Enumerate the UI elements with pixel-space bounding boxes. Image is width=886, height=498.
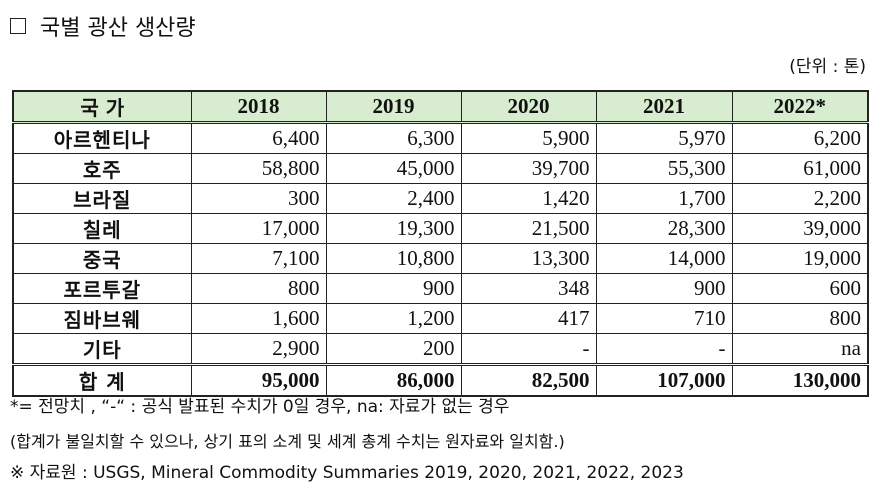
note-total-mismatch: (합계가 불일치할 수 있으나, 상기 표의 소계 및 세계 총계 수치는 원자… xyxy=(10,432,565,451)
value-cell: 21,500 xyxy=(460,213,597,244)
value-cell: 82,500 xyxy=(460,363,597,397)
value-cell: 348 xyxy=(460,273,597,304)
value-cell: 800 xyxy=(731,303,869,334)
value-cell: 55,300 xyxy=(595,153,733,184)
table-row: 아르헨티나 6,400 6,300 5,900 5,970 6,200 xyxy=(12,122,869,154)
value-cell: 13,300 xyxy=(460,243,597,274)
country-cell: 브라질 xyxy=(12,183,192,214)
checkbox-square-icon xyxy=(10,18,26,34)
value-cell: 39,700 xyxy=(460,153,597,184)
page-title: 국별 광산 생산량 xyxy=(40,16,196,41)
table-row: 중국 7,100 10,800 13,300 14,000 19,000 xyxy=(12,243,869,274)
value-cell: 107,000 xyxy=(595,363,733,397)
table-row: 칠레 17,000 19,300 21,500 28,300 39,000 xyxy=(12,213,869,244)
value-cell: 19,000 xyxy=(731,243,869,274)
value-cell: 1,420 xyxy=(460,183,597,214)
header-2020: 2020 xyxy=(460,90,597,124)
value-cell: 130,000 xyxy=(731,363,869,397)
table-row: 호주 58,800 45,000 39,700 55,300 61,000 xyxy=(12,153,869,184)
value-cell: 2,900 xyxy=(190,333,327,365)
country-cell: 중국 xyxy=(12,243,192,274)
value-cell: 19,300 xyxy=(325,213,462,244)
note-legend: *= 전망치 , “-“ : 공식 발표된 수치가 0일 경우, na: 자료가… xyxy=(10,397,510,417)
value-cell: 61,000 xyxy=(731,153,869,184)
value-cell: 7,100 xyxy=(190,243,327,274)
value-cell: 6,400 xyxy=(190,122,327,154)
header-2022: 2022* xyxy=(731,90,869,124)
value-cell: 5,900 xyxy=(460,122,597,154)
country-cell: 아르헨티나 xyxy=(12,122,192,154)
value-cell: 45,000 xyxy=(325,153,462,184)
value-cell: 28,300 xyxy=(595,213,733,244)
header-2021: 2021 xyxy=(595,90,733,124)
value-cell: 200 xyxy=(325,333,462,365)
production-table: 국 가 2018 2019 2020 2021 2022* 아르헨티나 6,400… xyxy=(12,90,869,397)
value-cell: 2,200 xyxy=(731,183,869,214)
value-cell: 95,000 xyxy=(190,363,327,397)
value-cell: 900 xyxy=(595,273,733,304)
value-cell: - xyxy=(460,333,597,365)
country-cell: 짐바브웨 xyxy=(12,303,192,334)
table-row: 짐바브웨 1,600 1,200 417 710 800 xyxy=(12,303,869,334)
country-cell: 합 계 xyxy=(12,363,192,397)
table-row: 포르투갈 800 900 348 900 600 xyxy=(12,273,869,304)
header-2018: 2018 xyxy=(190,90,327,124)
value-cell: 10,800 xyxy=(325,243,462,274)
value-cell: 6,200 xyxy=(731,122,869,154)
country-cell: 칠레 xyxy=(12,213,192,244)
table-row: 브라질 300 2,400 1,420 1,700 2,200 xyxy=(12,183,869,214)
value-cell: 14,000 xyxy=(595,243,733,274)
value-cell: 86,000 xyxy=(325,363,462,397)
value-cell: 1,600 xyxy=(190,303,327,334)
table-header-row: 국 가 2018 2019 2020 2021 2022* xyxy=(12,90,869,124)
country-cell: 기타 xyxy=(12,333,192,365)
value-cell: 1,200 xyxy=(325,303,462,334)
header-2019: 2019 xyxy=(325,90,462,124)
country-cell: 포르투갈 xyxy=(12,273,192,304)
value-cell: - xyxy=(595,333,733,365)
table-row: 기타 2,900 200- - na xyxy=(12,333,869,365)
value-cell: 710 xyxy=(595,303,733,334)
value-cell: 6,300 xyxy=(325,122,462,154)
country-cell: 호주 xyxy=(12,153,192,184)
value-cell: 39,000 xyxy=(731,213,869,244)
value-cell: 300 xyxy=(190,183,327,214)
header-country: 국 가 xyxy=(12,90,192,124)
value-cell: 5,970 xyxy=(595,122,733,154)
note-source: ※ 자료원 : USGS, Mineral Commodity Summarie… xyxy=(10,463,684,483)
value-cell: 800 xyxy=(190,273,327,304)
value-cell: 417 xyxy=(460,303,597,334)
value-cell: 58,800 xyxy=(190,153,327,184)
unit-label: (단위 : 톤) xyxy=(789,57,866,77)
value-cell: 1,700 xyxy=(595,183,733,214)
page-title-row: 국별 광산 생산량 xyxy=(10,10,196,42)
value-cell: na xyxy=(731,333,869,365)
value-cell: 17,000 xyxy=(190,213,327,244)
table-total-row: 합 계 95,000 86,000 82,500 107,000 130,000 xyxy=(12,363,869,397)
value-cell: 600 xyxy=(731,273,869,304)
value-cell: 2,400 xyxy=(325,183,462,214)
value-cell: 900 xyxy=(325,273,462,304)
